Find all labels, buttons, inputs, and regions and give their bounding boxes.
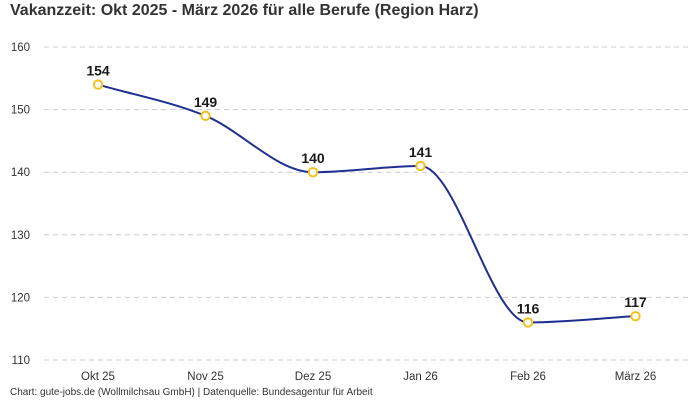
data-label-4: 116 — [517, 300, 540, 316]
x-tick-label-1: Nov 25 — [187, 371, 223, 383]
chart-title: Vakanzzeit: Okt 2025 - März 2026 für all… — [10, 2, 479, 19]
chart-source-note: Chart: gute-jobs.de (Wollmilchsau GmbH) … — [10, 387, 373, 398]
y-tick-label-160: 160 — [11, 42, 30, 54]
data-point-5 — [630, 310, 641, 322]
y-tick-label-150: 150 — [11, 105, 30, 117]
x-tick-label-0: Okt 25 — [81, 371, 115, 383]
data-label-2: 140 — [301, 150, 325, 166]
data-label-5: 117 — [624, 294, 647, 310]
y-tick-label-110: 110 — [12, 355, 30, 367]
data-label-0: 154 — [86, 63, 110, 79]
data-point-2 — [307, 167, 319, 178]
y-tick-label-140: 140 — [11, 167, 30, 179]
x-tick-label-5: März 26 — [615, 371, 657, 383]
x-tick-label-3: Jan 26 — [403, 371, 438, 383]
series-line — [97, 83, 636, 324]
y-tick-label-130: 130 — [11, 230, 30, 242]
x-tick-label-2: Dez 25 — [295, 371, 331, 383]
data-point-4 — [522, 317, 534, 328]
y-tick-label-120: 120 — [11, 292, 30, 304]
data-point-0 — [92, 79, 104, 90]
x-tick-label-4: Feb 26 — [510, 371, 546, 383]
data-label-3: 141 — [409, 144, 433, 160]
data-point-3 — [415, 160, 426, 172]
data-label-1: 149 — [194, 94, 218, 110]
data-point-1 — [200, 110, 211, 122]
